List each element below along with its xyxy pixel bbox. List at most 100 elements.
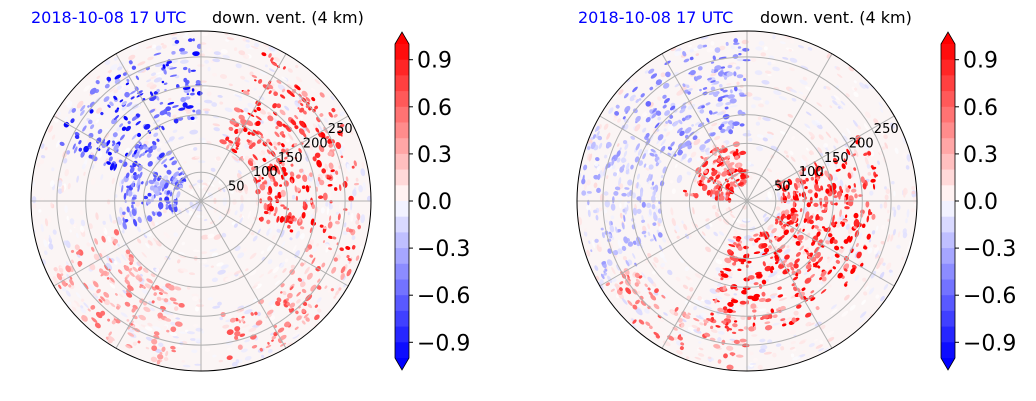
field-cell bbox=[733, 320, 738, 323]
field-cell bbox=[179, 47, 185, 52]
field-cell bbox=[669, 180, 674, 184]
field-cell bbox=[136, 132, 142, 138]
field-cell bbox=[771, 279, 775, 283]
field-cell bbox=[767, 191, 772, 199]
field-cell bbox=[270, 332, 275, 336]
field-cell bbox=[715, 102, 724, 107]
field-cell bbox=[279, 261, 285, 268]
field-cell bbox=[234, 335, 239, 340]
field-cell bbox=[163, 325, 168, 329]
field-cell bbox=[301, 288, 307, 294]
field-cell bbox=[660, 139, 666, 147]
field-cell bbox=[818, 348, 825, 352]
colorbar-band bbox=[941, 342, 955, 359]
field-cell bbox=[125, 82, 130, 86]
field-cell bbox=[161, 286, 170, 291]
field-cell bbox=[166, 169, 172, 175]
field-cell bbox=[815, 344, 823, 349]
field-cell bbox=[172, 177, 178, 184]
field-cell bbox=[684, 266, 690, 272]
field-cell bbox=[137, 69, 145, 74]
field-cell bbox=[129, 166, 135, 174]
field-cell bbox=[243, 107, 249, 113]
field-cell bbox=[137, 266, 143, 271]
field-cell bbox=[618, 183, 624, 189]
field-cell bbox=[775, 171, 780, 176]
field-cell bbox=[90, 124, 95, 130]
field-cell bbox=[890, 234, 894, 242]
field-cell bbox=[733, 293, 738, 296]
field-cell bbox=[800, 225, 806, 232]
field-cell bbox=[168, 136, 175, 141]
field-cell bbox=[277, 327, 285, 333]
field-cell bbox=[272, 167, 276, 170]
field-cell bbox=[316, 159, 322, 168]
field-cell bbox=[111, 319, 116, 325]
field-cell bbox=[713, 277, 722, 282]
range-ring-label: 100 bbox=[253, 165, 278, 180]
field-cell bbox=[284, 156, 288, 160]
field-cell bbox=[285, 138, 290, 143]
colorbar-tick-label: −0.6 bbox=[963, 284, 1016, 309]
field-cell bbox=[75, 292, 82, 299]
field-cell bbox=[330, 95, 335, 101]
field-cell bbox=[801, 154, 808, 162]
field-cell bbox=[212, 58, 221, 63]
field-cell bbox=[319, 92, 325, 98]
field-cell bbox=[238, 217, 243, 225]
field-cell bbox=[772, 314, 778, 319]
field-cell bbox=[832, 100, 838, 106]
field-cell bbox=[674, 163, 678, 169]
field-cell bbox=[124, 265, 130, 271]
field-cell bbox=[345, 176, 349, 182]
field-cell bbox=[259, 183, 266, 191]
field-cell bbox=[711, 204, 717, 210]
field-cell bbox=[667, 269, 673, 276]
field-cell bbox=[689, 84, 697, 90]
field-cell bbox=[113, 143, 120, 152]
field-cell bbox=[882, 262, 886, 266]
field-cell bbox=[137, 184, 141, 192]
field-cell bbox=[859, 311, 867, 318]
field-cell bbox=[148, 179, 155, 185]
field-cell bbox=[138, 141, 142, 145]
field-cell bbox=[288, 325, 294, 329]
field-cell bbox=[138, 314, 146, 321]
field-cell bbox=[194, 156, 201, 159]
field-cell bbox=[160, 42, 164, 46]
range-ring-label: 50 bbox=[774, 180, 791, 195]
field-cell bbox=[742, 47, 750, 52]
field-cell bbox=[281, 76, 288, 81]
field-cell bbox=[141, 252, 147, 258]
field-cell bbox=[48, 234, 52, 241]
field-cell bbox=[685, 356, 690, 360]
field-cell bbox=[840, 247, 845, 254]
field-cell bbox=[149, 108, 156, 114]
field-cell bbox=[295, 195, 299, 202]
panel-variable-label: down. vent. (4 km) bbox=[760, 8, 912, 27]
field-cell bbox=[328, 143, 333, 148]
field-cell bbox=[297, 99, 302, 104]
field-cell bbox=[196, 102, 202, 106]
field-cell bbox=[79, 225, 85, 233]
field-cell bbox=[875, 225, 879, 231]
field-cell bbox=[798, 340, 806, 345]
field-cell bbox=[789, 67, 795, 72]
field-cell bbox=[886, 262, 892, 270]
field-cell bbox=[126, 206, 130, 213]
field-cell bbox=[235, 147, 239, 150]
field-cell bbox=[704, 299, 712, 305]
colorbar-band bbox=[941, 106, 955, 123]
field-cell bbox=[294, 326, 299, 330]
field-cell bbox=[167, 101, 175, 105]
field-cell bbox=[287, 292, 293, 299]
field-cell bbox=[235, 63, 242, 69]
field-cell bbox=[217, 301, 222, 306]
field-cell bbox=[686, 171, 692, 176]
field-cell bbox=[266, 309, 274, 315]
colorbar-band bbox=[941, 279, 955, 296]
field-cell bbox=[299, 120, 305, 128]
field-cell bbox=[177, 54, 183, 57]
field-cell bbox=[54, 118, 59, 123]
field-cell bbox=[166, 190, 171, 195]
